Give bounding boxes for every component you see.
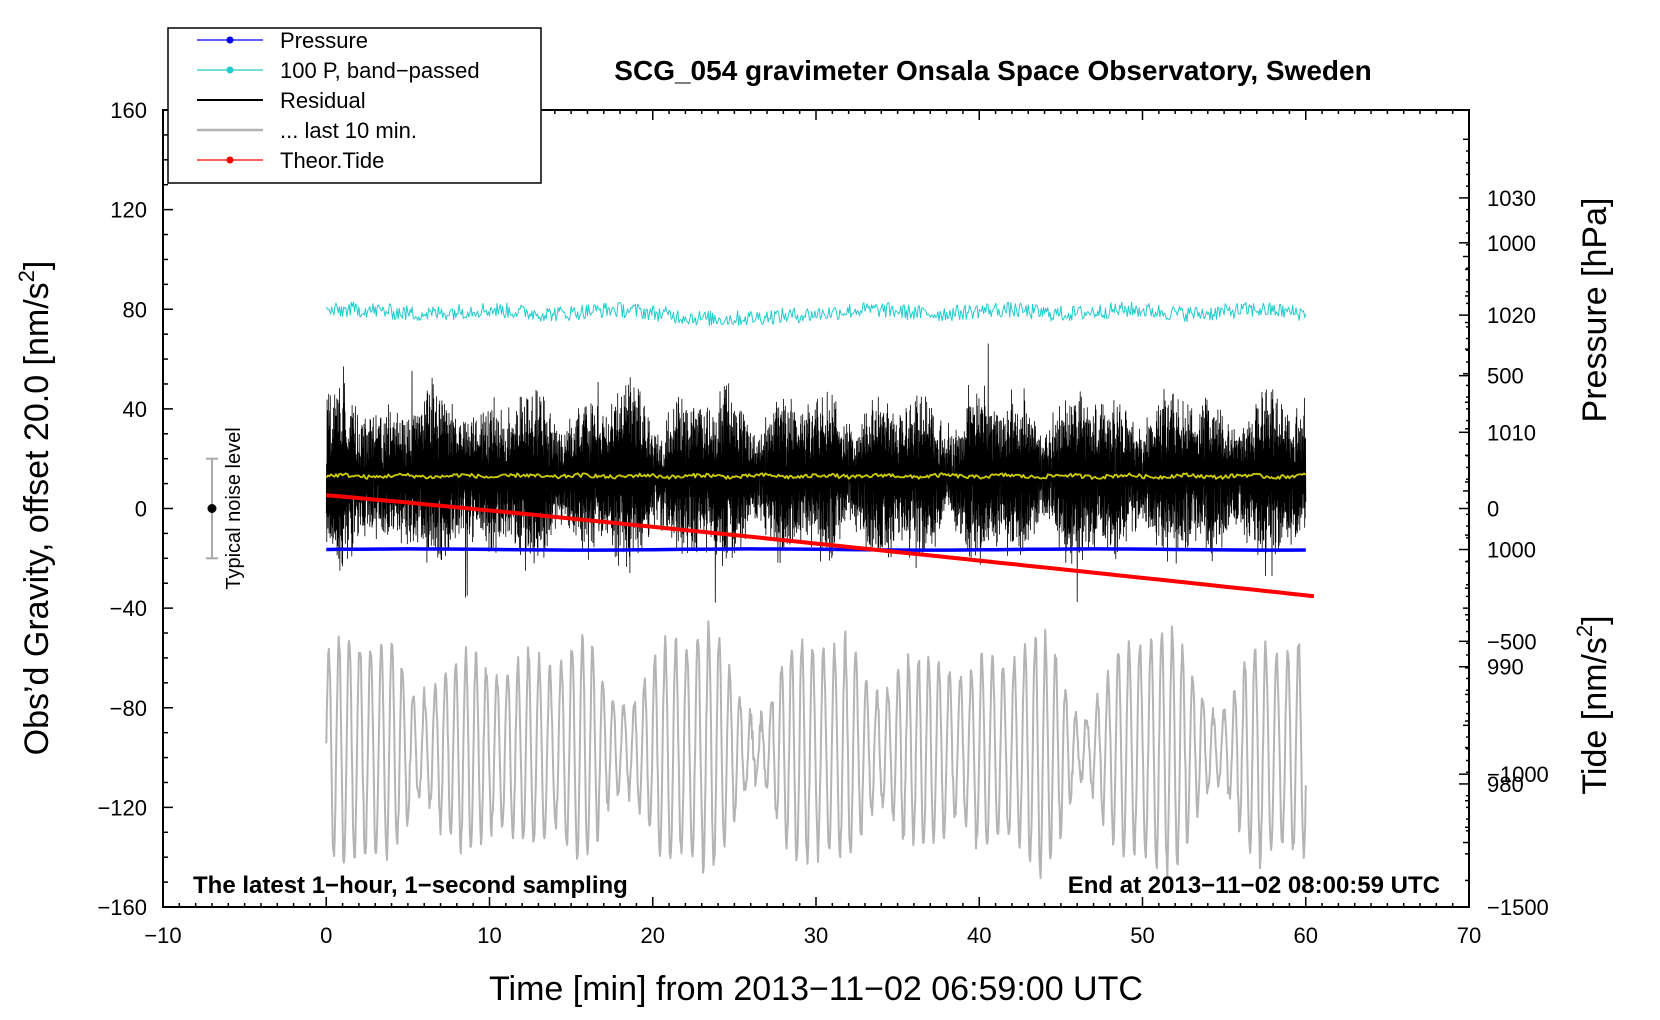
legend-label-band-passed: 100 P, band−passed — [280, 58, 480, 83]
annotation-sampling: The latest 1−hour, 1−second sampling — [193, 872, 628, 899]
tide-tick-label: 1000 — [1487, 231, 1536, 256]
legend-entry-last-10-min: ... last 10 min. — [197, 118, 417, 143]
pressure-tick-label: 1020 — [1487, 303, 1536, 328]
series-residual-smoothed — [325, 472, 1307, 480]
series-last-10-min — [325, 620, 1307, 880]
x-tick-label: 20 — [641, 923, 665, 948]
pressure-tick-label: 990 — [1487, 655, 1524, 680]
legend-label-last-10-min: ... last 10 min. — [280, 118, 417, 143]
y-left-tick-label: −120 — [97, 795, 147, 820]
tick-label-layer: −10 0 10 20 30 40 50 60 7016012080400−40−80−120−… — [97, 98, 1548, 948]
tide-tick-label: 500 — [1487, 364, 1524, 389]
series-band-passed — [325, 301, 1307, 327]
x-tick-label: 30 — [804, 923, 828, 948]
legend: Pressure 100 P, band−passed Residual ...… — [167, 27, 542, 184]
pressure-tick-label: 980 — [1487, 772, 1524, 797]
y-left-tick-label: −80 — [110, 696, 147, 721]
pressure-tick-label: 1030 — [1487, 186, 1536, 211]
x-tick-label: 50 — [1130, 923, 1154, 948]
pressure-tick-label: 1000 — [1487, 538, 1536, 563]
tick-layer — [162, 109, 1470, 908]
y-axis-label-tide-sup: 2 — [1572, 625, 1597, 637]
legend-marker-pressure — [226, 36, 234, 44]
legend-entry-pressure: Pressure — [197, 28, 368, 53]
annotation-end-time: End at 2013−11−02 08:00:59 UTC — [1068, 872, 1440, 899]
y-left-tick-label: 0 — [135, 497, 147, 522]
legend-label-pressure: Pressure — [280, 28, 368, 53]
tide-tick-label: −500 — [1487, 629, 1537, 654]
legend-label-residual: Residual — [280, 88, 366, 113]
x-tick-label: 0 — [320, 923, 332, 948]
series-layer — [325, 301, 1315, 880]
y-axis-label-tide: Tide [nm/s2] — [1572, 615, 1614, 794]
legend-entry-theor-tide: Theor.Tide — [197, 148, 384, 173]
y-left-tick-label: 40 — [123, 397, 147, 422]
y-left-tick-label: 160 — [110, 98, 147, 123]
series-pressure — [326, 547, 1306, 552]
y-left-tick-label: 120 — [110, 198, 147, 223]
y-axis-label-tide-end: ] — [1576, 615, 1614, 624]
y-axis-label-left-main: Obs’d Gravity, offset 20.0 [nm/s — [18, 282, 56, 755]
legend-marker-band-passed — [226, 66, 234, 74]
legend-label-theor-tide: Theor.Tide — [280, 148, 384, 173]
noise-label: Typical noise level — [223, 427, 245, 589]
legend-entry-residual: Residual — [197, 88, 366, 113]
tide-tick-label: −1000 — [1487, 762, 1549, 787]
typical-noise-indicator: Typical noise level — [205, 427, 245, 590]
tide-tick-label: 0 — [1487, 497, 1499, 522]
tide-tick-label: −1500 — [1487, 895, 1549, 920]
x-tick-label: −10 — [144, 923, 181, 948]
y-left-tick-label: 80 — [123, 297, 147, 322]
y-axis-label-pressure: Pressure [hPa] — [1576, 198, 1614, 423]
legend-entry-band-passed: 100 P, band−passed — [197, 58, 480, 83]
x-tick-label: 10 — [477, 923, 501, 948]
y-axis-label-left-sup: 2 — [14, 270, 39, 282]
x-axis-label: Time [min] from 2013−11−02 06:59:00 UTC — [489, 970, 1143, 1008]
y-axis-label-left: Obs’d Gravity, offset 20.0 [nm/s2] — [14, 261, 56, 756]
series-theor-tide — [326, 493, 1315, 599]
y-left-tick-label: −40 — [110, 596, 147, 621]
legend-marker-theor-tide — [226, 156, 234, 164]
chart-title: SCG_054 gravimeter Onsala Space Observat… — [614, 55, 1371, 86]
pressure-tick-label: 1010 — [1487, 420, 1536, 445]
y-left-tick-label: −160 — [97, 895, 147, 920]
series-residual — [325, 343, 1307, 603]
x-tick-label: 60 — [1294, 923, 1318, 948]
y-axis-label-left-end: ] — [18, 261, 56, 270]
noise-bar-center-dot — [207, 504, 217, 513]
x-tick-label: 40 — [967, 923, 991, 948]
y-axis-label-tide-main: Tide [nm/s — [1576, 637, 1614, 794]
x-tick-label: 70 — [1457, 923, 1481, 948]
